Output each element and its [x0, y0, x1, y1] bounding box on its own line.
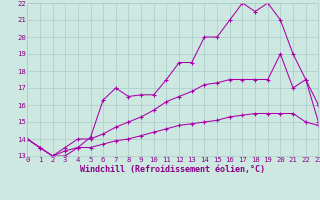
X-axis label: Windchill (Refroidissement éolien,°C): Windchill (Refroidissement éolien,°C): [80, 165, 265, 174]
